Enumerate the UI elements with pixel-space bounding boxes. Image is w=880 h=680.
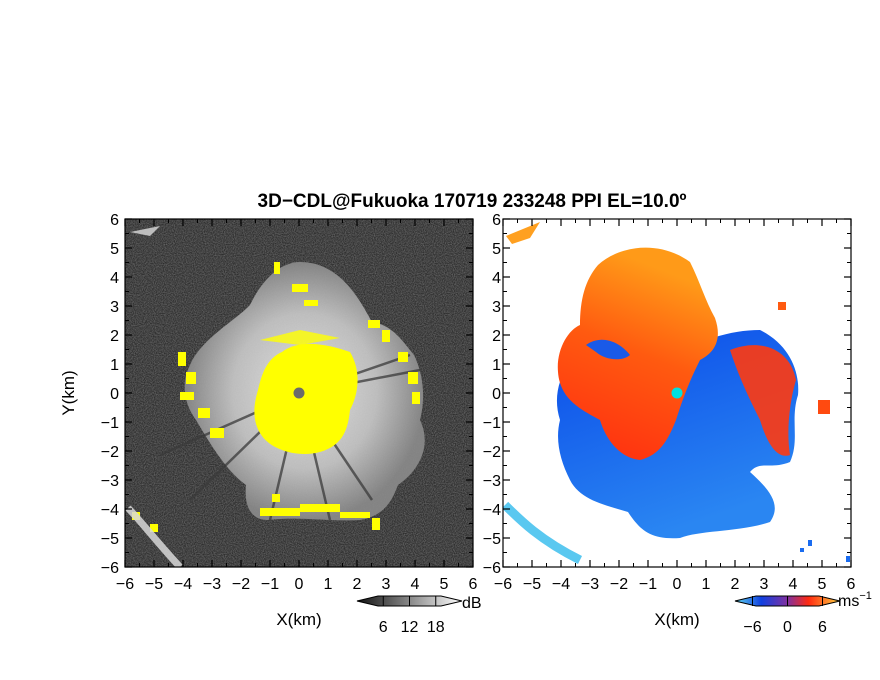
velocity-colorbar-tick-label: 6 [818, 619, 827, 636]
reflectivity-x-tick-label: −4 [174, 576, 192, 593]
reflectivity-y-label: Y(km) [59, 370, 78, 415]
reflectivity-x-tick-label: 2 [353, 576, 362, 593]
velocity-colorbar-tick-label: 0 [783, 619, 792, 636]
reflectivity-image [125, 219, 473, 567]
reflectivity-colorbar-tick-label: 6 [379, 619, 388, 636]
reflectivity-x-tick-label: −3 [203, 576, 221, 593]
reflectivity-y-tick-label: 3 [110, 299, 119, 316]
reflectivity-y-tick-label: −4 [101, 502, 119, 519]
velocity-y-tick-label: −2 [483, 444, 501, 461]
reflectivity-y-tick-label: −6 [101, 560, 119, 577]
velocity-x-tick-label: 4 [789, 576, 798, 593]
reflectivity-y-tick-label: −3 [101, 473, 119, 490]
velocity-y-tick-label: 4 [492, 270, 501, 287]
velocity-colorbar-unit: ms−1 [838, 590, 872, 610]
reflectivity-x-tick-label: −1 [261, 576, 279, 593]
velocity-x-tick-label: −5 [523, 576, 541, 593]
velocity-y-tick-label: −1 [483, 415, 501, 432]
velocity-y-tick-label: 3 [492, 299, 501, 316]
velocity-colorbar-unit-base: ms [838, 593, 859, 610]
velocity-x-tick-label: −6 [494, 576, 512, 593]
reflectivity-x-tick-label: 1 [324, 576, 333, 593]
velocity-y-tick-label: −5 [483, 531, 501, 548]
reflectivity-y-tick-label: −2 [101, 444, 119, 461]
velocity-y-tick-label: 1 [492, 357, 501, 374]
velocity-y-tick-label: 6 [492, 212, 501, 229]
velocity-x-tick-label: −3 [581, 576, 599, 593]
velocity-panel: 6 5 4 3 2 1 0 −1 −2 −3 −4 −5 −6 −6 −5 −4 −3 −2 −1 0 1 2 3 4 5 6 … [483, 212, 872, 636]
reflectivity-y-tick-label: 1 [110, 357, 119, 374]
reflectivity-x-tick-label: 4 [411, 576, 420, 593]
velocity-y-tick-label: −6 [483, 560, 501, 577]
velocity-x-tick-label: −2 [610, 576, 628, 593]
reflectivity-colorbar-tick-label: 12 [401, 619, 419, 636]
velocity-x-tick-label: 1 [702, 576, 711, 593]
velocity-x-tick-label: −1 [639, 576, 657, 593]
reflectivity-colorbar: dB 6 12 18 [356, 595, 482, 636]
reflectivity-colorbar-unit: dB [462, 595, 482, 612]
velocity-recede-region [557, 247, 718, 460]
velocity-x-tick-label: 5 [818, 576, 827, 593]
reflectivity-y-tick-label: −5 [101, 531, 119, 548]
velocity-y-tick-label: −3 [483, 473, 501, 490]
reflectivity-x-tick-label: −2 [232, 576, 250, 593]
reflectivity-y-tick-label: 2 [110, 328, 119, 345]
reflectivity-x-tick-labels: −6 −5 −4 −3 −2 −1 0 1 2 3 4 5 6 [116, 576, 478, 593]
velocity-y-tick-label: 2 [492, 328, 501, 345]
velocity-x-tick-label: 0 [673, 576, 682, 593]
reflectivity-y-tick-label: 0 [110, 386, 119, 403]
reflectivity-colorbar-tick-label: 18 [427, 619, 445, 636]
velocity-colorbar-ticks: −6 0 6 [743, 596, 827, 636]
reflectivity-x-tick-label: 3 [382, 576, 391, 593]
velocity-x-tick-labels: −6 −5 −4 −3 −2 −1 0 1 2 3 4 5 6 [494, 576, 856, 593]
radar-center-right [671, 387, 683, 399]
velocity-image [503, 219, 851, 567]
velocity-y-tick-label: −4 [483, 502, 501, 519]
radar-center-left [293, 387, 305, 399]
reflectivity-x-tick-label: 6 [469, 576, 478, 593]
reflectivity-y-tick-label: 5 [110, 241, 119, 258]
reflectivity-x-label: X(km) [276, 610, 321, 629]
reflectivity-rim [132, 262, 420, 532]
reflectivity-axis-ticks [124, 218, 474, 568]
reflectivity-panel: −6 −5 −4 −3 −2 −1 0 1 2 3 4 5 6 6543210−1−2−3−4−5−6 … [59, 212, 482, 636]
figure-title: 3D−CDL@Fukuoka 170719 233248 PPI EL=10.0… [258, 191, 687, 212]
reflectivity-x-tick-label: 0 [295, 576, 304, 593]
velocity-y-tick-label: 0 [492, 386, 501, 403]
velocity-x-tick-label: 2 [731, 576, 740, 593]
velocity-colorbar: ms−1 −6 0 6 [734, 590, 872, 636]
reflectivity-y-tick-label: 6 [110, 212, 119, 229]
velocity-x-tick-label: 6 [847, 576, 856, 593]
reflectivity-x-tick-label: 5 [440, 576, 449, 593]
reflectivity-x-tick-label: −5 [145, 576, 163, 593]
velocity-axis-ticks: 6 5 4 3 2 1 0 −1 −2 −3 −4 −5 −6 [483, 212, 852, 577]
velocity-x-label: X(km) [654, 610, 699, 629]
velocity-x-tick-label: −4 [552, 576, 570, 593]
velocity-y-tick-label: 5 [492, 241, 501, 258]
reflectivity-y-tick-label: −1 [101, 415, 119, 432]
reflectivity-colorbar-ticks: 6 12 18 [379, 596, 445, 636]
reflectivity-core [254, 343, 358, 455]
reflectivity-x-tick-label: −6 [116, 576, 134, 593]
velocity-colorbar-tick-label: −6 [743, 619, 761, 636]
reflectivity-y-tick-labels: 6 5 4 3 2 1 0 −1 −2 −3 −4 −5 −6 [101, 212, 119, 577]
velocity-x-tick-label: 3 [760, 576, 769, 593]
reflectivity-y-tick-label: 4 [110, 270, 119, 287]
velocity-colorbar-unit-exp: −1 [859, 590, 872, 602]
